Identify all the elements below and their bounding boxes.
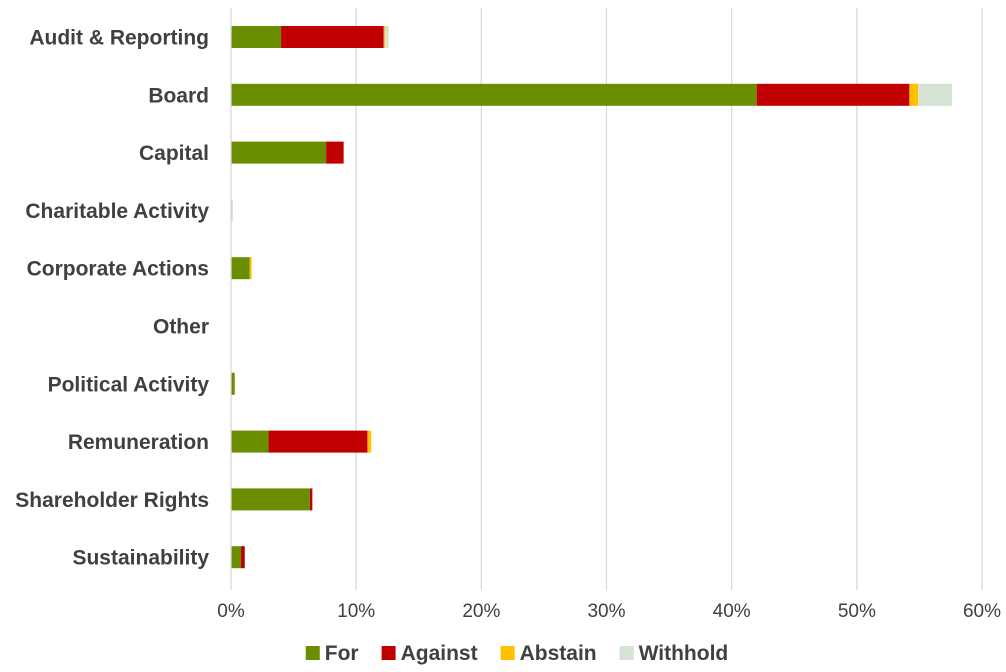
category-label: Remuneration: [68, 431, 209, 454]
category-label: Charitable Activity: [25, 200, 209, 223]
category-label: Board: [148, 84, 209, 107]
bar-segment-for: [231, 257, 250, 280]
bar-segment-against: [326, 141, 344, 164]
bar-segment-abstain: [909, 83, 919, 106]
category-label: Corporate Actions: [27, 258, 209, 281]
bar-segment-for: [231, 430, 269, 453]
category-label: Other: [153, 316, 209, 339]
category-label: Shareholder Rights: [15, 489, 209, 512]
legend-label-for: For: [325, 642, 359, 665]
bar-segment-for: [231, 83, 757, 106]
bar-segment-for: [231, 26, 282, 48]
bar-segment-against: [309, 488, 313, 511]
bar-segment-against: [241, 546, 245, 569]
bar-segment-abstain: [367, 430, 372, 453]
bar-segment-against: [268, 430, 368, 453]
bar-segment-withhold: [384, 26, 389, 48]
bar-segment-withhold: [231, 199, 233, 222]
legend-label-withhold: Withhold: [639, 642, 729, 665]
bar-segment-for: [231, 488, 310, 511]
category-label: Political Activity: [48, 373, 210, 396]
legend-label-abstain: Abstain: [520, 642, 597, 665]
x-tick-label: 10%: [337, 601, 375, 622]
bar-segment-withhold: [918, 83, 952, 106]
x-tick-label: 0%: [217, 601, 245, 622]
bar-segment-for: [231, 372, 235, 395]
category-label: Sustainability: [72, 547, 209, 570]
legend-swatch-against: [381, 646, 396, 660]
legend: For Against Abstain Withhold: [305, 642, 729, 665]
x-tick-label: 20%: [462, 601, 500, 622]
x-tick-label: 40%: [713, 601, 751, 622]
category-label: Capital: [139, 142, 209, 165]
legend-swatch-for: [305, 646, 320, 660]
bar-segment-for: [231, 546, 242, 569]
x-tick-label: 60%: [963, 601, 1001, 622]
legend-swatch-withhold: [619, 646, 634, 660]
legend-swatch-abstain: [500, 646, 515, 660]
x-tick-label: 50%: [838, 601, 876, 622]
x-tick-labels: 0% 10% 20% 30% 40% 50% 60%: [217, 601, 1001, 622]
category-labels: Audit & Reporting Board Capital Charitable …: [15, 27, 209, 570]
bar-segment-against: [756, 83, 910, 106]
legend-label-against: Against: [401, 642, 478, 665]
bars-layer: [231, 26, 952, 569]
bar-segment-for: [231, 141, 327, 164]
bar-segment-abstain: [383, 26, 385, 48]
bar-segment-against: [281, 26, 384, 48]
bar-segment-abstain: [249, 257, 252, 280]
category-label: Audit & Reporting: [29, 27, 209, 50]
x-tick-label: 30%: [587, 601, 625, 622]
